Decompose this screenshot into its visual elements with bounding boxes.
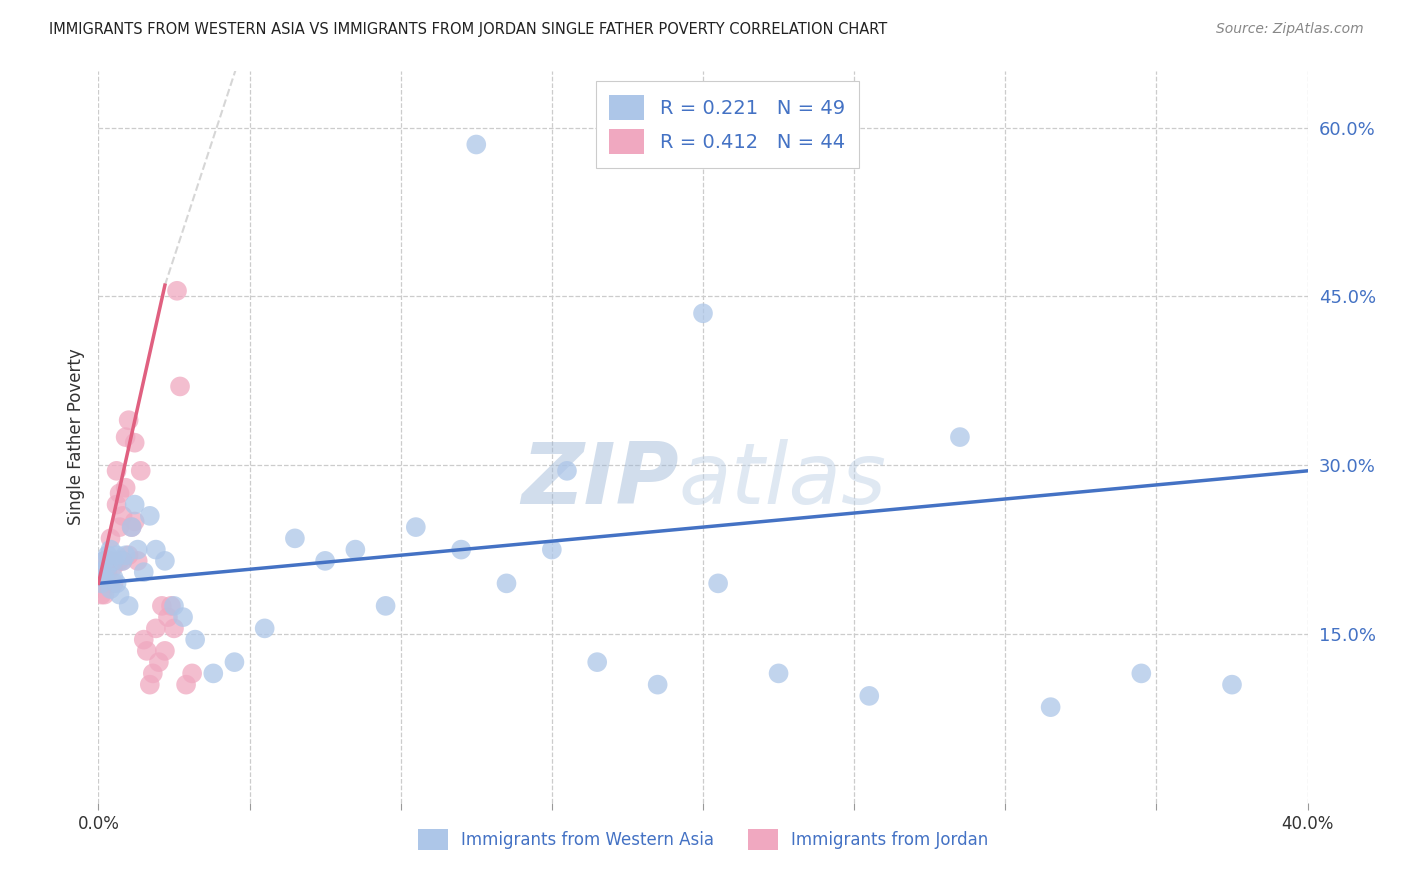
Point — [132, 565, 155, 579]
Point — [124, 435, 146, 450]
Text: IMMIGRANTS FROM WESTERN ASIA VS IMMIGRANTS FROM JORDAN SINGLE FATHER POVERTY COR: IMMIGRANTS FROM WESTERN ASIA VS IMMIGRAN… — [49, 22, 887, 37]
Point — [858, 689, 880, 703]
Point — [174, 678, 197, 692]
Text: ZIP: ZIP — [522, 440, 679, 523]
Point — [160, 599, 183, 613]
Point — [100, 554, 122, 568]
Point — [96, 559, 118, 574]
Text: Source: ZipAtlas.com: Source: ZipAtlas.com — [1216, 22, 1364, 37]
Point — [118, 413, 141, 427]
Point — [105, 576, 128, 591]
Point — [344, 542, 367, 557]
Point — [405, 520, 427, 534]
Point — [692, 306, 714, 320]
Point — [114, 481, 136, 495]
Point — [1039, 700, 1062, 714]
Point — [108, 588, 131, 602]
Point — [114, 430, 136, 444]
Point — [129, 464, 152, 478]
Point — [90, 565, 112, 579]
Point — [93, 571, 115, 585]
Point — [169, 379, 191, 393]
Point — [153, 644, 176, 658]
Point — [105, 464, 128, 478]
Point — [90, 576, 112, 591]
Point — [100, 582, 122, 596]
Point — [148, 655, 170, 669]
Point — [100, 542, 122, 557]
Point — [150, 599, 173, 613]
Point — [90, 565, 112, 579]
Point — [93, 571, 115, 585]
Point — [145, 621, 167, 635]
Point — [202, 666, 225, 681]
Point — [121, 520, 143, 534]
Point — [90, 576, 112, 591]
Point — [118, 599, 141, 613]
Point — [145, 542, 167, 557]
Point — [253, 621, 276, 635]
Point — [96, 565, 118, 579]
Point — [707, 576, 730, 591]
Point — [124, 515, 146, 529]
Point — [139, 678, 162, 692]
Text: atlas: atlas — [679, 440, 887, 523]
Point — [93, 554, 115, 568]
Point — [93, 588, 115, 602]
Point — [93, 554, 115, 568]
Point — [156, 610, 179, 624]
Point — [105, 548, 128, 562]
Point — [118, 548, 141, 562]
Point — [172, 610, 194, 624]
Point — [111, 554, 134, 568]
Point — [647, 678, 669, 692]
Point — [555, 464, 578, 478]
Point — [121, 520, 143, 534]
Point — [127, 554, 149, 568]
Point — [124, 498, 146, 512]
Point — [103, 576, 125, 591]
Point — [105, 498, 128, 512]
Point — [100, 532, 122, 546]
Point — [181, 666, 204, 681]
Y-axis label: Single Father Poverty: Single Father Poverty — [66, 349, 84, 525]
Point — [586, 655, 609, 669]
Point — [114, 548, 136, 562]
Point — [108, 486, 131, 500]
Point — [96, 548, 118, 562]
Point — [111, 508, 134, 523]
Point — [103, 559, 125, 574]
Point — [135, 644, 157, 658]
Point — [103, 571, 125, 585]
Point — [166, 284, 188, 298]
Point — [949, 430, 972, 444]
Point — [224, 655, 246, 669]
Point — [139, 508, 162, 523]
Point — [108, 520, 131, 534]
Point — [768, 666, 790, 681]
Point — [163, 621, 186, 635]
Point — [374, 599, 396, 613]
Point — [465, 137, 488, 152]
Point — [108, 554, 131, 568]
Point — [540, 542, 562, 557]
Point — [1220, 678, 1243, 692]
Point — [132, 632, 155, 647]
Point — [450, 542, 472, 557]
Point — [90, 588, 112, 602]
Point — [495, 576, 517, 591]
Point — [163, 599, 186, 613]
Point — [142, 666, 165, 681]
Legend: Immigrants from Western Asia, Immigrants from Jordan: Immigrants from Western Asia, Immigrants… — [411, 822, 995, 856]
Point — [153, 554, 176, 568]
Point — [284, 532, 307, 546]
Point — [1130, 666, 1153, 681]
Point — [103, 554, 125, 568]
Point — [127, 542, 149, 557]
Point — [314, 554, 336, 568]
Point — [111, 554, 134, 568]
Point — [96, 559, 118, 574]
Point — [96, 576, 118, 591]
Point — [184, 632, 207, 647]
